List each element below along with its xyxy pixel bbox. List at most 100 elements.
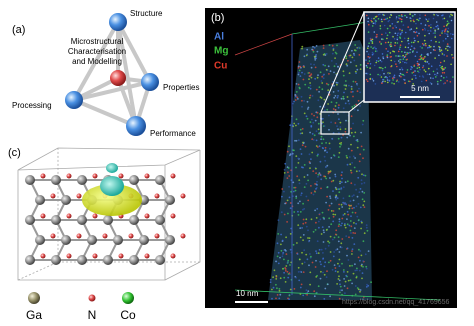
atom-dot <box>283 168 286 171</box>
legend-marker <box>88 294 96 302</box>
inset-dot <box>439 61 442 64</box>
inset-dot <box>406 71 408 74</box>
atom-dot <box>320 263 322 266</box>
atom-dot <box>337 156 340 159</box>
atom-dot <box>348 84 350 87</box>
inset-dot <box>365 64 368 67</box>
inset-dot <box>371 42 374 44</box>
atom-dot <box>341 222 343 225</box>
atom-dot <box>315 167 317 170</box>
atom-dot <box>338 104 340 106</box>
atom-dot <box>299 128 302 131</box>
inset-dot <box>421 75 424 77</box>
atom-dot <box>300 153 303 155</box>
atom-dot <box>315 217 318 219</box>
inset-dot <box>420 54 423 57</box>
atom-dot <box>343 213 346 215</box>
atom-dot <box>277 251 280 254</box>
atom-dot <box>323 175 325 178</box>
inset-dot <box>414 70 416 72</box>
atom-dot <box>300 95 303 98</box>
atom-dot <box>348 207 351 210</box>
inset-dot <box>438 48 441 51</box>
atom-dot <box>302 208 304 211</box>
atom-dot <box>317 173 320 176</box>
atom-dot <box>317 128 320 131</box>
inset-dot <box>441 53 444 55</box>
inset-dot <box>386 37 388 40</box>
inset-dot <box>415 77 417 79</box>
atom-dot <box>348 224 351 227</box>
atom-dot <box>325 276 328 278</box>
inset-dot <box>379 41 381 43</box>
atom-dot <box>275 297 277 300</box>
inset-dot <box>436 72 439 74</box>
atom-dot <box>276 287 278 290</box>
atom-dot <box>298 279 301 282</box>
inset-dot <box>380 67 382 69</box>
n-atom <box>66 253 72 259</box>
atom-dot <box>363 200 366 203</box>
atom-dot <box>321 82 324 84</box>
atom-dot <box>325 82 328 85</box>
inset-dot <box>389 44 391 46</box>
atom-dot <box>358 248 360 251</box>
node-sphere <box>109 13 127 31</box>
atom-dot <box>341 177 343 180</box>
atom-dot <box>324 287 327 290</box>
atom-dot <box>306 117 309 120</box>
inset-dot <box>436 80 439 83</box>
atom-dot <box>301 262 304 265</box>
atom-cloud-shape <box>268 40 372 300</box>
inset-dot <box>409 13 411 15</box>
atom-dot <box>308 96 311 99</box>
atom-dot <box>306 48 309 51</box>
atom-dot <box>315 172 317 175</box>
atom-dot <box>276 242 279 245</box>
atom-dot <box>331 138 334 141</box>
ga-atom <box>77 175 87 185</box>
atom-dot <box>301 132 304 135</box>
atom-dot <box>322 53 325 56</box>
atom-dot <box>309 87 312 90</box>
inset-dot <box>446 49 449 52</box>
atom-dot <box>309 121 312 123</box>
atom-dot <box>323 298 326 300</box>
atom-dot <box>322 257 325 260</box>
inset-dot <box>448 15 451 17</box>
atom-dot <box>365 224 368 227</box>
atom-dot <box>358 269 361 272</box>
inset-dot <box>423 44 425 46</box>
panel-label: (a) <box>12 24 25 36</box>
atom-dot <box>352 80 355 83</box>
atom-dot <box>304 145 307 148</box>
atom-dot <box>280 211 283 214</box>
atom-dot <box>315 252 318 255</box>
atom-dot <box>353 166 356 169</box>
atom-dot <box>314 57 316 59</box>
atom-dot <box>339 285 342 288</box>
atom-dot <box>326 164 329 167</box>
atom-dot <box>354 269 357 272</box>
atom-dot <box>309 167 311 170</box>
atom-dot <box>315 139 318 142</box>
inset-dot <box>373 17 375 20</box>
atom-dot <box>350 171 353 174</box>
atom-dot <box>281 188 284 190</box>
inset-dot <box>411 72 414 74</box>
atom-dot <box>290 190 292 193</box>
inset-dot <box>401 40 403 43</box>
atom-dot <box>338 191 341 194</box>
atom-dot <box>299 148 302 151</box>
atom-dot <box>315 250 317 253</box>
atom-dot <box>321 211 324 214</box>
atom-dot <box>284 268 287 270</box>
atom-dot <box>297 162 300 164</box>
atom-dot <box>297 224 300 227</box>
atom-dot <box>315 45 318 47</box>
inset-dot <box>415 22 417 25</box>
inset-dot <box>423 39 426 42</box>
atom-dot <box>350 115 353 118</box>
atom-dot <box>341 289 343 292</box>
atom-dot <box>332 210 335 212</box>
